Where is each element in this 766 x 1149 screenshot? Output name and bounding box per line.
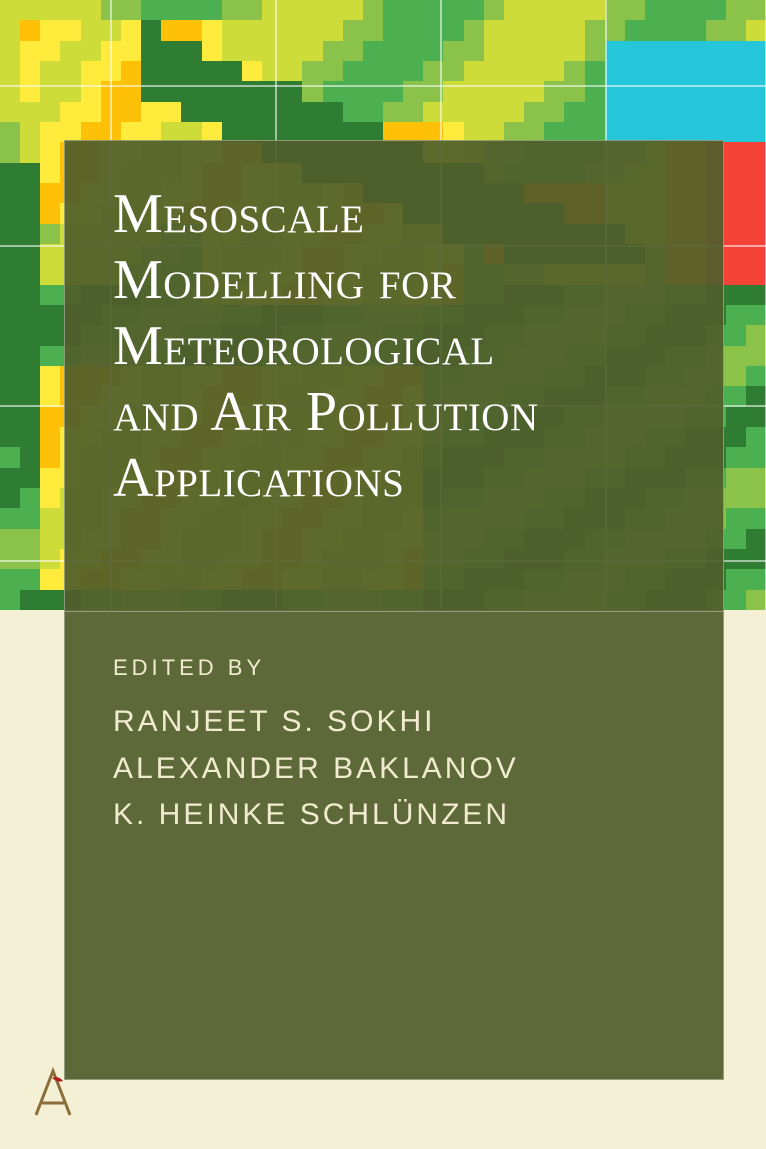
editor-name: K. HEINKE SCHLÜNZEN: [113, 792, 519, 839]
publisher-logo-icon: [28, 1063, 78, 1123]
book-title: MesoscaleModelling forMeteorologicaland …: [113, 181, 683, 511]
editor-name: ALEXANDER BAKLANOV: [113, 746, 519, 793]
edited-by-label: EDITED BY: [113, 651, 519, 685]
panel-divider: [65, 611, 723, 612]
editor-name: RANJEET S. SOKHI: [113, 699, 519, 746]
editors-block: EDITED BY RANJEET S. SOKHI ALEXANDER BAK…: [113, 651, 519, 839]
title-panel: MesoscaleModelling forMeteorologicaland …: [64, 140, 724, 1080]
book-cover: MesoscaleModelling forMeteorologicaland …: [0, 0, 766, 1149]
